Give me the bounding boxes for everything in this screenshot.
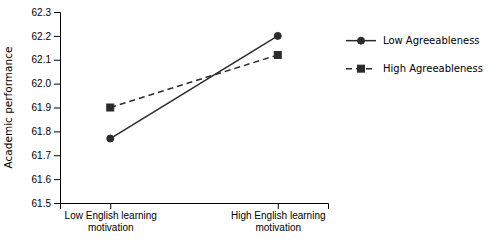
y-tick-label: 61.9: [32, 102, 52, 113]
series-line: [110, 36, 278, 139]
y-tick: 61.5: [32, 198, 60, 209]
x-tick: High English learningmotivation: [231, 203, 326, 233]
y-tick: 61.7: [32, 150, 60, 161]
x-tick-label: High English learningmotivation: [231, 210, 326, 233]
y-axis-title: Academic performance: [2, 47, 14, 169]
point: [274, 51, 281, 58]
x-axis-line: [61, 204, 329, 210]
legend-item: Low Agreeableness: [346, 35, 480, 46]
x-axis: Low English learningmotivation High Engli…: [61, 203, 329, 233]
legend-item: High Agreeableness: [346, 63, 483, 74]
point: [274, 32, 281, 39]
chart: 61.5 61.6 61.7 61.8 61.9 62.0 62.1 62.2 62.3 Low …: [0, 0, 500, 247]
y-tick: 61.6: [32, 174, 60, 185]
y-tick-mark: [54, 179, 60, 180]
legend-marker: [358, 65, 365, 72]
legend: Low Agreeableness High Agreeableness: [346, 35, 483, 74]
point: [107, 135, 114, 142]
y-tick-mark: [54, 36, 60, 37]
y-tick-label: 62.2: [32, 31, 52, 42]
y-tick-mark: [54, 155, 60, 156]
y-tick-mark: [54, 131, 60, 132]
y-tick-label: 61.6: [32, 174, 52, 185]
y-tick-label: 62.3: [32, 7, 52, 18]
x-tick-mark: [278, 203, 279, 209]
x-tick-mark: [110, 203, 111, 209]
y-tick-mark: [54, 108, 60, 109]
series-line: [110, 55, 278, 108]
point: [107, 104, 114, 111]
y-tick-mark: [54, 84, 60, 85]
y-tick-label: 61.7: [32, 150, 52, 161]
y-tick-mark: [54, 60, 60, 61]
legend-label: High Agreeableness: [383, 63, 483, 74]
y-tick-label: 61.8: [32, 126, 52, 137]
y-tick: 61.8: [32, 126, 60, 137]
y-tick-label: 62.1: [32, 54, 52, 65]
x-tick-label: Low English learningmotivation: [65, 210, 157, 233]
y-axis: 61.5 61.6 61.7 61.8 61.9 62.0 62.1 62.2 62.3: [32, 7, 61, 209]
plot: 61.5 61.6 61.7 61.8 61.9 62.0 62.1 62.2 62.3 Low …: [2, 7, 329, 233]
y-tick: 62.3: [32, 7, 60, 18]
y-tick-mark: [54, 12, 60, 13]
y-tick: 62.0: [32, 78, 60, 89]
legend-marker: [358, 37, 365, 44]
y-axis-line: [54, 13, 61, 204]
y-tick: 62.2: [32, 31, 60, 42]
y-tick-mark: [54, 203, 60, 204]
y-tick-label: 61.5: [32, 198, 52, 209]
x-tick: Low English learningmotivation: [65, 203, 157, 233]
y-tick: 62.1: [32, 54, 60, 65]
y-tick: 61.9: [32, 102, 60, 113]
legend-label: Low Agreeableness: [383, 35, 480, 46]
marks: [107, 32, 282, 142]
y-tick-label: 62.0: [32, 78, 52, 89]
